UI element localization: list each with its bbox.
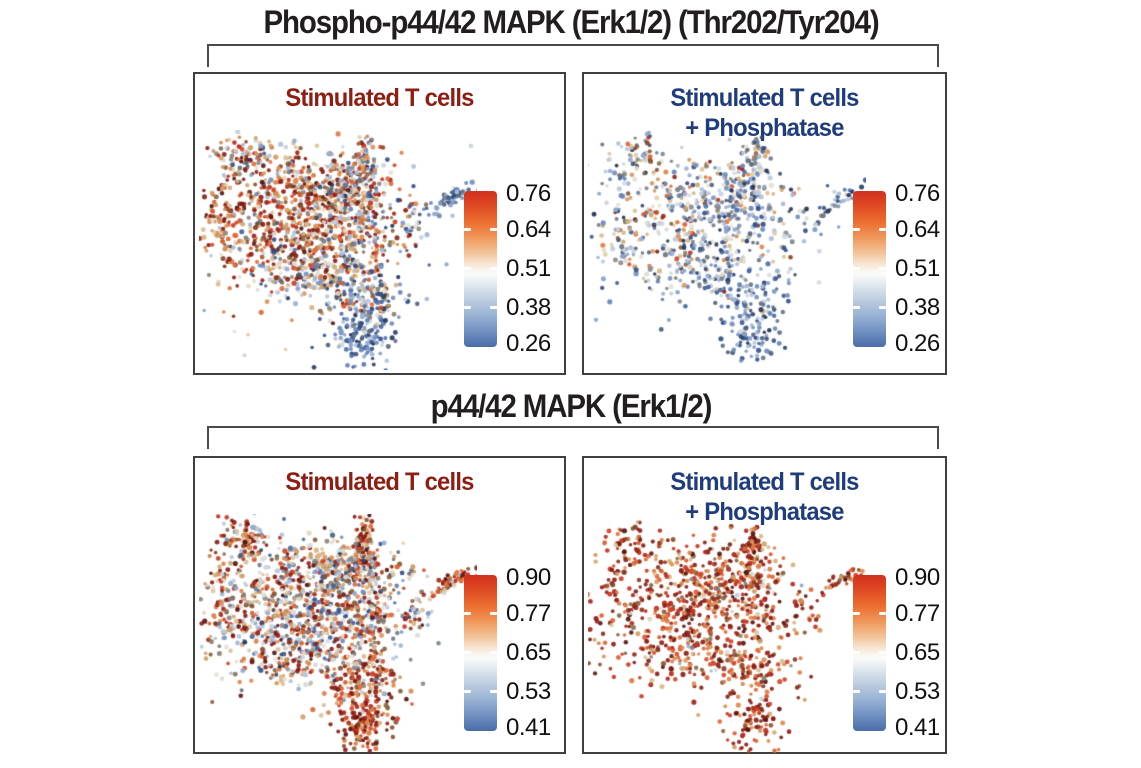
colorbar-tick-mark: [464, 612, 471, 615]
panel-title: Stimulated T cells: [204, 83, 555, 113]
colorbar-tick-mark: [490, 306, 497, 309]
colorbar-tick-mark: [490, 690, 497, 693]
umap-scatter-plot: [199, 514, 477, 754]
colorbar: 0.76 0.64 0.51 0.38 0.26: [853, 180, 965, 357]
colorbar-tick-label: 0.76: [895, 180, 940, 207]
colorbar-tick-mark: [853, 228, 860, 231]
colorbar-tick-mark: [879, 612, 886, 615]
colorbar-tick-mark: [464, 306, 471, 309]
colorbar-tick-label: 0.26: [506, 330, 551, 357]
colorbar-tick-mark: [879, 267, 886, 270]
panel-title-line: Stimulated T cells: [670, 468, 859, 496]
umap-scatter-plot: [588, 514, 866, 754]
section-title-phospho: Phospho-p44/42 MAPK (Erk1/2) (Thr202/Tyr…: [263, 4, 879, 40]
colorbar-tick-mark: [464, 228, 471, 231]
colorbar-tick-mark: [853, 612, 860, 615]
panel-title-line: Stimulated T cells: [670, 84, 859, 112]
colorbar-tick-mark: [879, 228, 886, 231]
colorbar-tick-label: 0.90: [895, 564, 940, 591]
panel-phospho-phosphatase: Stimulated T cells + Phosphatase 0.76 0.…: [582, 72, 947, 375]
colorbar-tick-label: 0.64: [895, 216, 940, 243]
colorbar-tick-label: 0.51: [895, 255, 940, 282]
colorbar-tick-label: 0.41: [506, 714, 551, 741]
colorbar-tick-label: 0.65: [895, 639, 940, 666]
colorbar-tick-mark: [853, 651, 860, 654]
colorbar-tick-mark: [490, 267, 497, 270]
panel-title: Stimulated T cells: [204, 467, 555, 497]
colorbar-tick-mark: [853, 306, 860, 309]
colorbar-tick-label: 0.77: [506, 600, 551, 627]
colorbar-tick-label: 0.41: [895, 714, 940, 741]
colorbar-tick-mark: [464, 267, 471, 270]
span-bracket-total: [207, 426, 939, 449]
colorbar-tick-label: 0.65: [506, 639, 551, 666]
panel-title-line: Stimulated T cells: [285, 84, 474, 112]
colorbar-tick-label: 0.64: [506, 216, 551, 243]
panel-total-phosphatase: Stimulated T cells + Phosphatase 0.90 0.…: [582, 456, 947, 754]
umap-scatter-plot: [199, 130, 477, 370]
colorbar-tick-mark: [490, 651, 497, 654]
colorbar: 0.90 0.77 0.65 0.53 0.41: [464, 564, 576, 741]
colorbar-tick-label: 0.26: [895, 330, 940, 357]
panel-phospho-stimulated: Stimulated T cells 0.76 0.64 0.51 0.38 0…: [193, 72, 566, 375]
colorbar: 0.76 0.64 0.51 0.38 0.26: [464, 180, 576, 357]
colorbar-tick-mark: [464, 690, 471, 693]
panel-title-line: Stimulated T cells: [285, 468, 474, 496]
colorbar-tick-mark: [879, 651, 886, 654]
span-bracket-phospho: [207, 44, 939, 67]
colorbar-tick-mark: [853, 690, 860, 693]
colorbar: 0.90 0.77 0.65 0.53 0.41: [853, 564, 965, 741]
colorbar-tick-mark: [853, 267, 860, 270]
colorbar-tick-label: 0.51: [506, 255, 551, 282]
colorbar-tick-label: 0.38: [895, 294, 940, 321]
colorbar-tick-label: 0.38: [506, 294, 551, 321]
colorbar-tick-mark: [490, 228, 497, 231]
colorbar-tick-label: 0.77: [895, 600, 940, 627]
colorbar-tick-label: 0.53: [506, 678, 551, 705]
colorbar-tick-label: 0.76: [506, 180, 551, 207]
section-title-total: p44/42 MAPK (Erk1/2): [430, 388, 713, 424]
colorbar-tick-label: 0.90: [506, 564, 551, 591]
umap-scatter-plot: [588, 130, 866, 370]
colorbar-tick-mark: [490, 612, 497, 615]
panel-total-stimulated: Stimulated T cells 0.90 0.77 0.65 0.53 0…: [193, 456, 566, 754]
colorbar-tick-label: 0.53: [895, 678, 940, 705]
colorbar-tick-mark: [464, 651, 471, 654]
colorbar-tick-mark: [879, 306, 886, 309]
colorbar-tick-mark: [879, 690, 886, 693]
